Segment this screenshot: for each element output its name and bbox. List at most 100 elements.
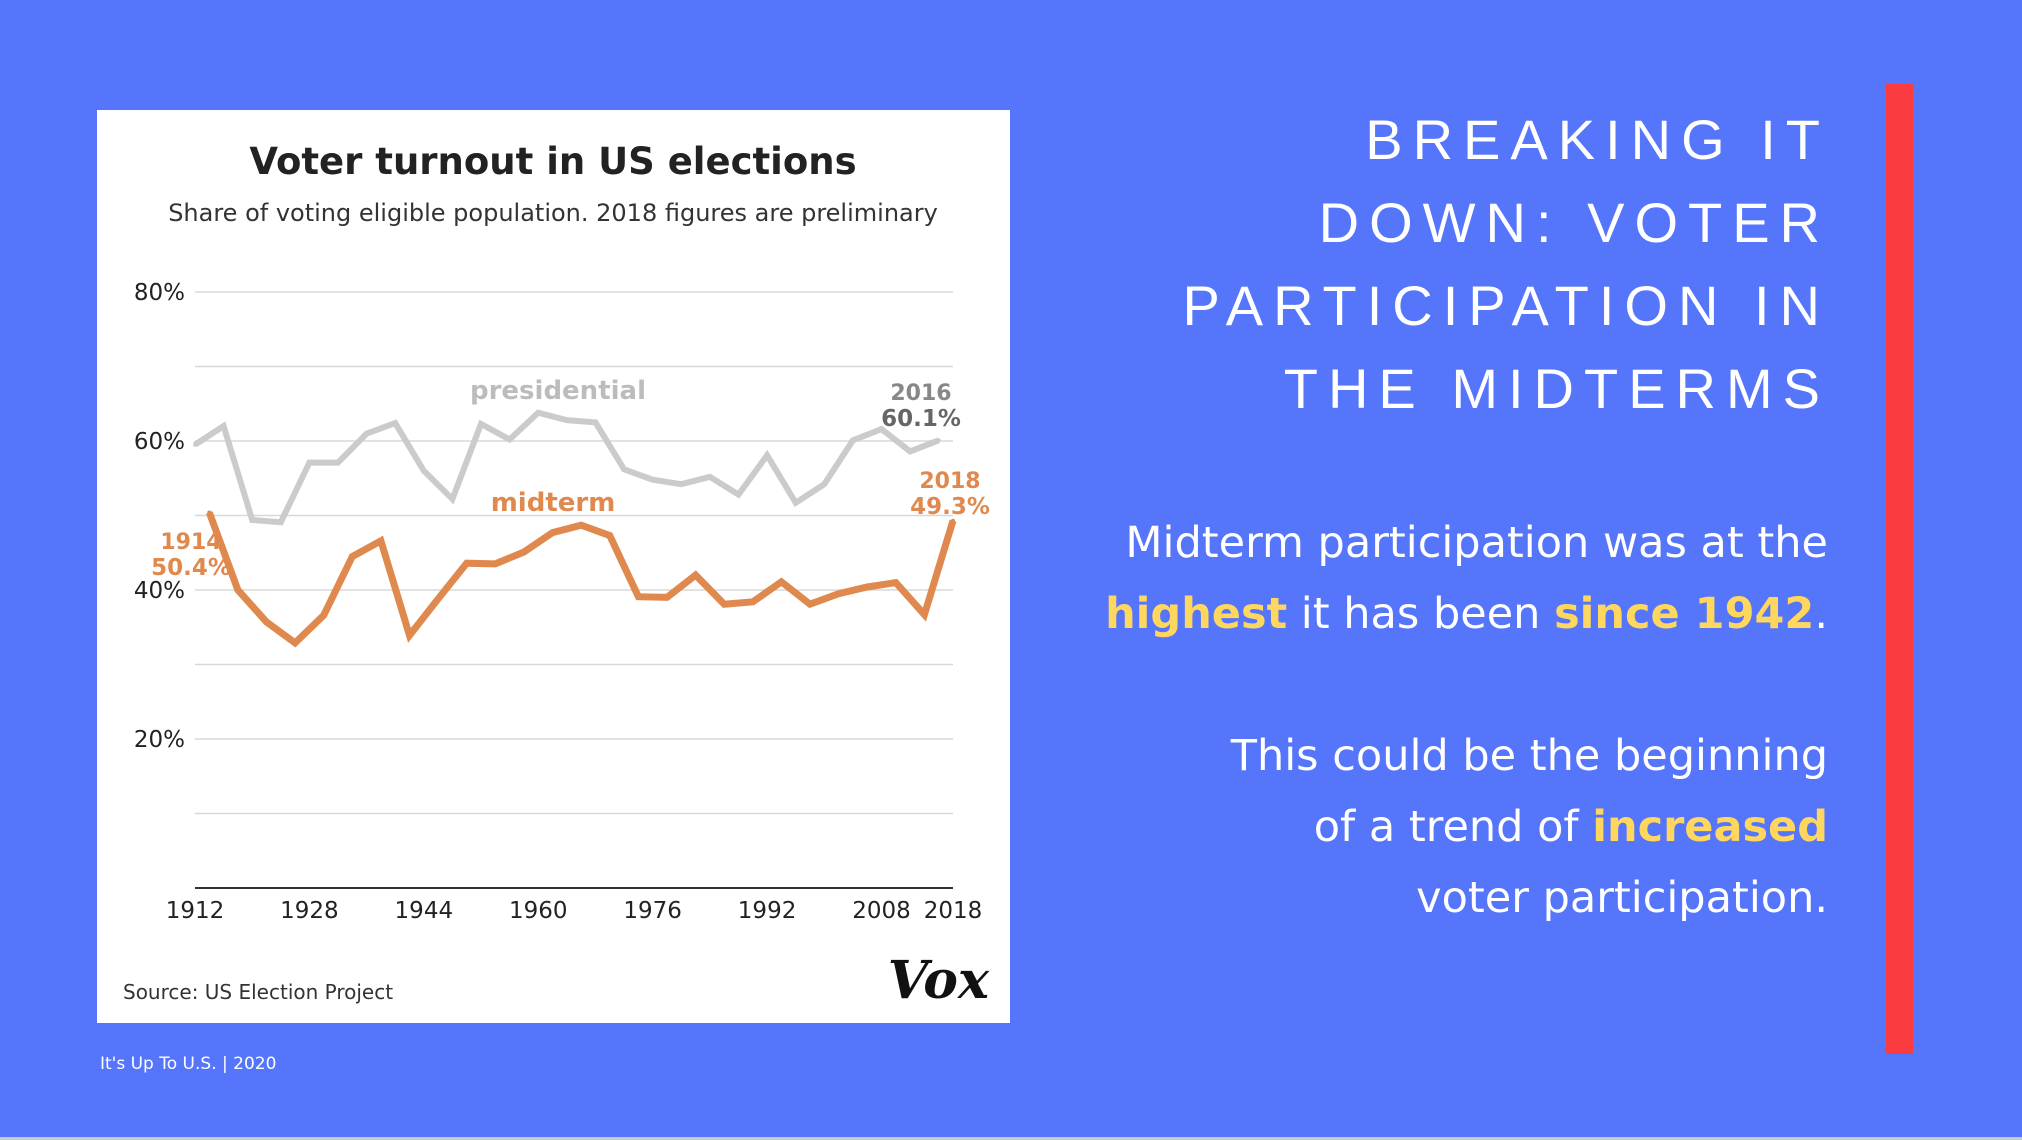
presidential-data-point (536, 410, 541, 415)
midterm-data-point (922, 612, 927, 617)
presidential-end-value-label: 60.1% (881, 406, 961, 432)
presidential-data-point (393, 421, 398, 426)
midterm-data-point (750, 599, 755, 604)
presidential-data-point (679, 482, 684, 487)
midterm-data-point (893, 580, 898, 585)
midterm-data-point (579, 523, 584, 528)
midterm-data-point (264, 620, 269, 625)
midterm-data-point (664, 595, 669, 600)
chart-card: Voter turnout in US elections Share of v… (97, 110, 1010, 1023)
heading-line-3: PARTICIPATION IN (1182, 274, 1830, 337)
body-text: Midterm participation was at the highest… (948, 508, 1828, 934)
chart-source: Source: US Election Project (123, 980, 393, 1004)
midterm-data-point (607, 533, 612, 538)
x-tick-label: 1912 (166, 898, 225, 924)
bottom-divider (0, 1137, 2022, 1140)
presidential-data-point (250, 517, 255, 522)
x-tick-label: 2008 (852, 898, 911, 924)
presidential-data-point (421, 468, 426, 473)
data-points (193, 410, 955, 645)
heading-line-2: DOWN: VOTER (1318, 191, 1830, 254)
paragraph-highest: Midterm participation was at the highest… (948, 508, 1828, 650)
presidential-data-point (450, 497, 455, 502)
footer-credit: It's Up To U.S. | 2020 (100, 1054, 277, 1074)
midterm-start-year-label: 1914 (160, 530, 221, 555)
midterm-data-point (321, 613, 326, 618)
midterm-data-point (207, 510, 212, 515)
y-tick-label: 80% (134, 280, 185, 306)
midterm-data-point (436, 596, 441, 601)
chart-title: Voter turnout in US elections (249, 140, 856, 183)
y-tick-label: 40% (134, 578, 185, 604)
paragraph-1-part-3: . (1814, 589, 1828, 639)
presidential-data-point (507, 437, 512, 442)
x-tick-label: 1928 (280, 898, 339, 924)
midterm-data-point (493, 561, 498, 566)
highlight-increased: increased (1592, 802, 1828, 852)
vox-logo: Vox (888, 950, 990, 1011)
presidential-data-point (908, 449, 913, 454)
y-tick-label: 60% (134, 429, 185, 455)
x-tick-label: 1960 (509, 898, 568, 924)
presidential-data-point (765, 453, 770, 458)
highlight-highest: highest (1105, 589, 1288, 639)
midterm-data-point (865, 585, 870, 590)
midterm-data-point (807, 602, 812, 607)
midterm-start-value-label: 50.4% (151, 555, 231, 581)
presidential-data-point (736, 492, 741, 497)
midterm-data-point (464, 561, 469, 566)
gridlines (195, 291, 953, 889)
paragraph-2-part-3: voter participation. (1416, 873, 1828, 923)
presidential-data-point (936, 438, 941, 443)
midterm-data-point (235, 588, 240, 592)
midterm-data-point (693, 573, 698, 578)
presidential-data-point (622, 467, 627, 472)
paragraph-1-part-2: it has been (1287, 589, 1555, 639)
presidential-data-point (479, 421, 484, 426)
midterm-data-point (407, 633, 412, 638)
presidential-series-label: presidential (470, 376, 646, 406)
presidential-end-year-label: 2016 (890, 381, 951, 406)
presidential-data-point (707, 474, 712, 479)
presidential-data-point (879, 427, 884, 432)
midterm-series-line (206, 511, 957, 648)
x-axis-ticks: 1912 1928 1944 1960 1976 1992 2008 2018 (166, 898, 983, 924)
y-axis-ticks: 20% 40% 60% 80% (134, 280, 185, 753)
midterm-end-value-label: 49.3% (910, 494, 990, 520)
x-tick-label: 2018 (924, 898, 983, 924)
x-tick-label: 1992 (738, 898, 797, 924)
highlight-since-1942: since 1942 (1554, 589, 1815, 639)
midterm-data-point (350, 554, 355, 559)
midterm-series-label: midterm (491, 488, 616, 518)
presidential-data-point (307, 460, 312, 465)
turnout-chart: Voter turnout in US elections Share of v… (123, 140, 990, 1011)
midterm-data-point (722, 602, 727, 607)
midterm-data-point (293, 640, 298, 645)
presidential-data-point (564, 418, 569, 423)
presidential-data-point (221, 424, 226, 429)
presidential-data-point (850, 438, 855, 443)
presidential-data-point (336, 460, 341, 465)
paragraph-2-part-2: of a trend of (1313, 802, 1593, 852)
paragraph-2-part-1: This could be the beginning (1230, 731, 1828, 781)
midterm-end-year-label: 2018 (919, 469, 980, 494)
presidential-data-point (278, 520, 283, 525)
paragraph-1-part-1: Midterm participation was at the (1125, 518, 1828, 568)
presidential-data-point (650, 477, 655, 482)
midterm-data-point (636, 594, 641, 599)
midterm-data-point (951, 518, 955, 523)
heading-line-4: THE MIDTERMS (1283, 357, 1830, 420)
x-tick-label: 1944 (395, 898, 454, 924)
midterm-data-point (378, 538, 383, 543)
midterm-data-point (836, 591, 841, 596)
midterm-data-point (779, 579, 784, 584)
presidential-data-point (793, 500, 798, 505)
midterm-data-point (550, 530, 555, 535)
presidential-data-point (364, 431, 369, 436)
paragraph-trend: This could be the beginning of a trend o… (948, 721, 1828, 934)
presidential-data-point (593, 420, 598, 425)
chart-subtitle: Share of voting eligible population. 201… (168, 199, 938, 227)
y-tick-label: 20% (134, 727, 185, 753)
presidential-data-point (822, 482, 827, 487)
x-tick-label: 1976 (623, 898, 682, 924)
